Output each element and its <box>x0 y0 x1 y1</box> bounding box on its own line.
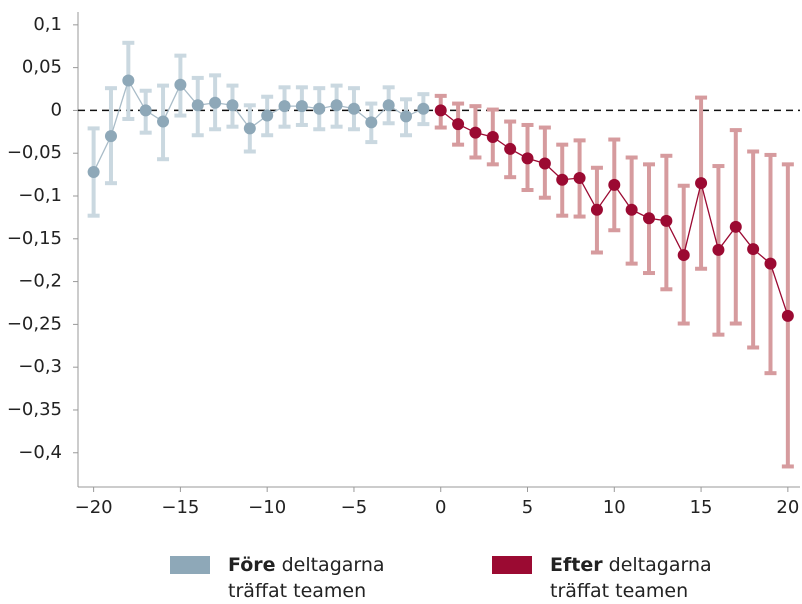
point <box>174 78 187 91</box>
y-tick-label: −0,05 <box>7 142 62 163</box>
point <box>452 118 465 131</box>
point <box>608 178 621 191</box>
chart: 0,1 0,05 0 −0,05 −0,1 −0,15 −0,2 −0,25 −0,3 −0,35… <box>7 12 800 518</box>
point <box>729 220 742 233</box>
point <box>365 116 378 129</box>
point <box>660 214 673 227</box>
point <box>347 102 360 115</box>
y-tick-label: 0,1 <box>33 14 62 35</box>
legend-name: Före <box>228 554 276 576</box>
point <box>590 203 603 216</box>
point <box>625 203 638 216</box>
y-tick-label: −0,15 <box>7 228 62 249</box>
point <box>417 102 430 115</box>
x-tick-label: 10 <box>603 497 626 518</box>
point <box>538 157 551 170</box>
y-tick-label: 0 <box>51 99 62 120</box>
x-tick-label: 5 <box>522 497 533 518</box>
point <box>643 212 656 225</box>
point <box>486 130 499 143</box>
legend-detail: deltagarna träffat teamen <box>550 554 712 602</box>
y-tick-label: −0,2 <box>18 271 62 292</box>
legend-swatch <box>492 556 532 574</box>
point <box>139 104 152 117</box>
legend-item: Efter deltagarna träffat teamen <box>492 552 720 604</box>
point <box>209 96 222 109</box>
point <box>400 110 413 123</box>
point <box>504 142 517 155</box>
point <box>764 257 777 270</box>
point <box>243 122 256 135</box>
point <box>261 109 274 122</box>
y-tick-label: −0,35 <box>7 399 62 420</box>
legend-text: Före deltagarna träffat teamen <box>228 552 398 604</box>
x-tick-label: 0 <box>435 497 446 518</box>
point <box>573 172 586 185</box>
legend-swatch <box>170 556 210 574</box>
point <box>295 100 308 113</box>
x-tick-label: −5 <box>341 497 368 518</box>
legend-item: Före deltagarna träffat teamen <box>170 552 398 604</box>
y-tick-label: −0,1 <box>18 185 62 206</box>
point <box>677 249 690 262</box>
y-tick-label: −0,4 <box>18 442 62 463</box>
x-tick-label: −20 <box>75 497 113 518</box>
x-tick-label: 15 <box>690 497 713 518</box>
y-tick-label: −0,25 <box>7 313 62 334</box>
point <box>157 115 170 128</box>
point <box>434 104 447 117</box>
y-tick-label: −0,3 <box>18 356 62 377</box>
point <box>382 99 395 112</box>
legend-detail: deltagarna träffat teamen <box>228 554 385 602</box>
point <box>278 100 291 113</box>
point <box>191 99 204 112</box>
legend-name: Efter <box>550 554 603 576</box>
legend-text: Efter deltagarna träffat teamen <box>550 552 720 604</box>
point <box>330 99 343 112</box>
point <box>313 102 326 115</box>
point <box>87 166 100 179</box>
point <box>747 243 760 256</box>
point <box>104 130 117 143</box>
point <box>122 74 135 87</box>
point <box>521 152 534 165</box>
point <box>226 99 239 112</box>
x-tick-label: −15 <box>161 497 199 518</box>
point <box>695 177 708 190</box>
point <box>781 309 794 322</box>
y-tick-label: 0,05 <box>22 57 62 78</box>
point <box>712 243 725 256</box>
x-tick-label: 20 <box>776 497 799 518</box>
point <box>469 126 482 139</box>
point <box>556 173 569 186</box>
x-tick-label: −10 <box>248 497 286 518</box>
